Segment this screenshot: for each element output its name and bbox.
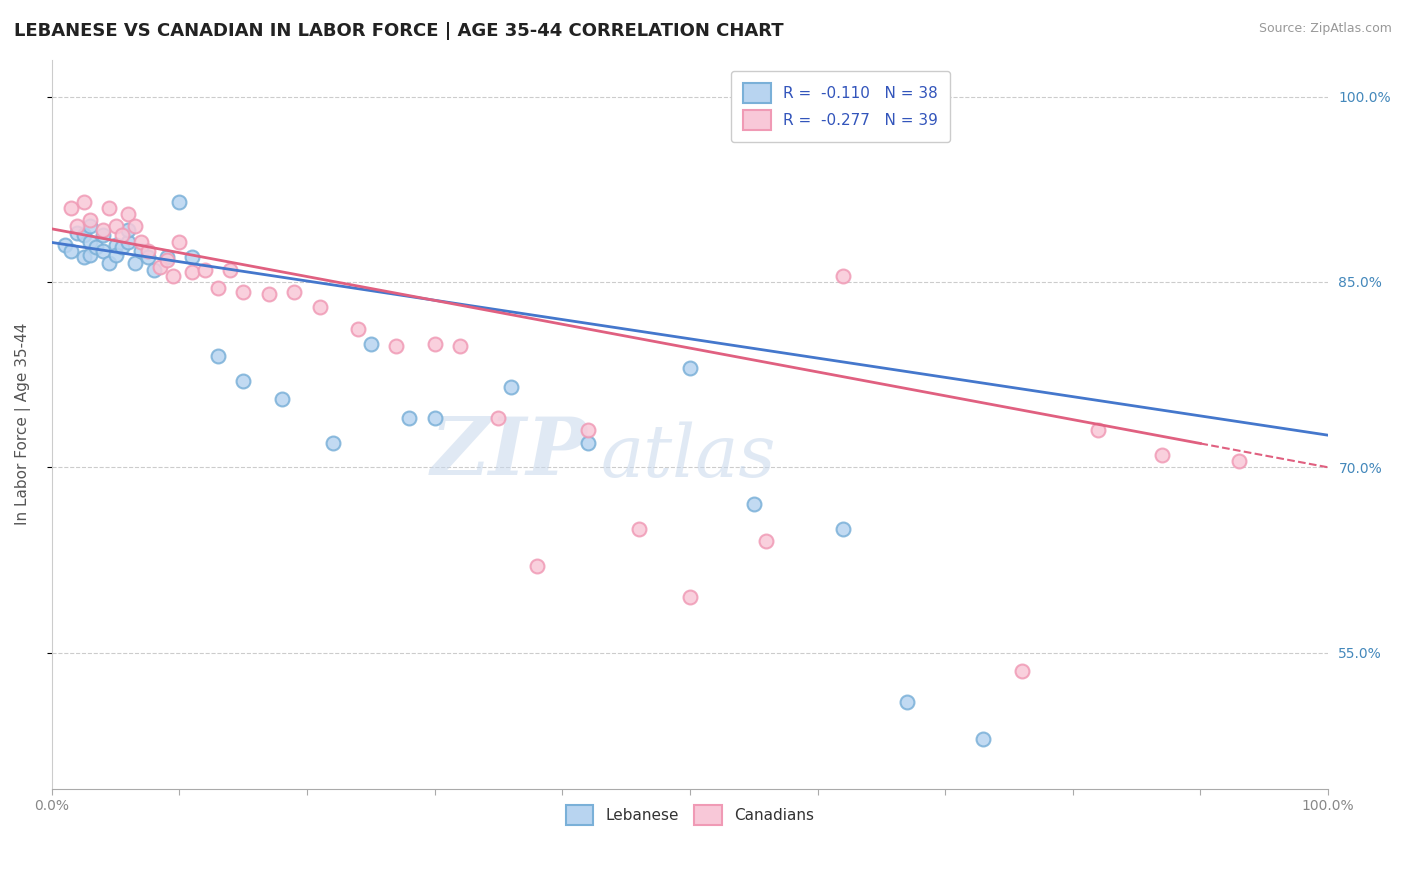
Point	[308, 300, 330, 314]
Point	[755, 534, 778, 549]
Point	[972, 732, 994, 747]
Point	[111, 227, 134, 242]
Point	[79, 235, 101, 250]
Y-axis label: In Labor Force | Age 35-44: In Labor Force | Age 35-44	[15, 323, 31, 525]
Point	[73, 194, 96, 209]
Point	[896, 695, 918, 709]
Point	[679, 590, 702, 604]
Point	[91, 223, 114, 237]
Point	[124, 256, 146, 270]
Point	[283, 285, 305, 299]
Point	[347, 322, 370, 336]
Point	[257, 287, 280, 301]
Point	[66, 226, 89, 240]
Point	[627, 522, 650, 536]
Point	[576, 435, 599, 450]
Point	[576, 423, 599, 437]
Point	[156, 252, 179, 267]
Point	[124, 219, 146, 234]
Point	[1227, 454, 1250, 468]
Point	[169, 194, 191, 209]
Point	[117, 207, 139, 221]
Point	[232, 374, 254, 388]
Point	[91, 244, 114, 258]
Point	[98, 256, 121, 270]
Point	[104, 219, 127, 234]
Point	[679, 361, 702, 376]
Point	[79, 213, 101, 227]
Text: LEBANESE VS CANADIAN IN LABOR FORCE | AGE 35-44 CORRELATION CHART: LEBANESE VS CANADIAN IN LABOR FORCE | AG…	[14, 22, 783, 40]
Point	[156, 250, 179, 264]
Point	[162, 268, 184, 283]
Point	[526, 559, 548, 574]
Point	[1011, 664, 1033, 678]
Point	[194, 262, 217, 277]
Point	[423, 410, 446, 425]
Text: ZIP: ZIP	[430, 415, 588, 492]
Point	[232, 285, 254, 299]
Point	[53, 238, 76, 252]
Point	[136, 250, 159, 264]
Point	[149, 260, 172, 275]
Point	[117, 223, 139, 237]
Point	[117, 235, 139, 250]
Point	[385, 339, 408, 353]
Text: atlas: atlas	[600, 422, 776, 492]
Point	[136, 244, 159, 258]
Point	[832, 268, 855, 283]
Point	[449, 339, 471, 353]
Point	[129, 244, 152, 258]
Point	[742, 497, 765, 511]
Point	[86, 240, 108, 254]
Point	[423, 336, 446, 351]
Point	[1152, 448, 1174, 462]
Point	[181, 250, 204, 264]
Point	[270, 392, 292, 407]
Point	[104, 238, 127, 252]
Point	[59, 201, 82, 215]
Point	[1087, 423, 1109, 437]
Point	[79, 219, 101, 234]
Point	[832, 522, 855, 536]
Legend: Lebanese, Canadians: Lebanese, Canadians	[555, 795, 825, 836]
Point	[129, 235, 152, 250]
Point	[111, 240, 134, 254]
Point	[91, 227, 114, 242]
Point	[73, 227, 96, 242]
Point	[207, 349, 229, 363]
Point	[488, 410, 510, 425]
Point	[142, 262, 165, 277]
Text: Source: ZipAtlas.com: Source: ZipAtlas.com	[1258, 22, 1392, 36]
Point	[104, 248, 127, 262]
Point	[360, 336, 382, 351]
Point	[98, 201, 121, 215]
Point	[207, 281, 229, 295]
Point	[501, 380, 523, 394]
Point	[73, 250, 96, 264]
Point	[398, 410, 420, 425]
Point	[219, 262, 242, 277]
Point	[66, 219, 89, 234]
Point	[59, 244, 82, 258]
Point	[322, 435, 344, 450]
Point	[79, 248, 101, 262]
Point	[169, 235, 191, 250]
Point	[181, 265, 204, 279]
